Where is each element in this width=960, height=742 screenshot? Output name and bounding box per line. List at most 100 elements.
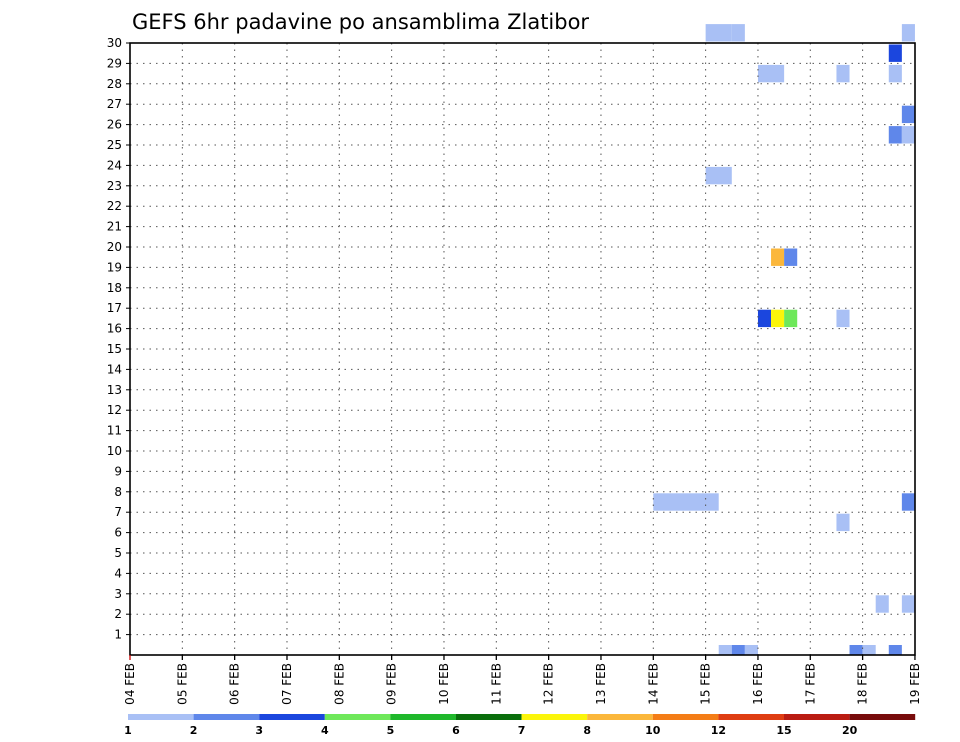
legend-label: 6: [452, 724, 460, 737]
legend-swatch: [193, 714, 260, 720]
x-tick-label: 13 FEB: [594, 663, 608, 705]
x-tick-label: 06 FEB: [228, 663, 242, 705]
legend-label: 1: [124, 724, 132, 737]
heatmap-cell: [901, 493, 915, 511]
y-tick-label: 6: [114, 526, 122, 540]
heatmap-cell: [731, 24, 745, 42]
grid-lines: [130, 42, 915, 655]
heatmap-cell: [731, 645, 745, 655]
x-tick-label: 16 FEB: [751, 663, 765, 705]
legend-label: 8: [583, 724, 591, 737]
y-tick-label: 25: [107, 138, 122, 152]
heatmap-cell: [875, 595, 889, 613]
heatmap-cell: [784, 309, 798, 328]
y-tick-label: 8: [114, 485, 122, 499]
legend-label: 5: [387, 724, 395, 737]
heatmap-cell: [836, 513, 850, 532]
heatmap-cell: [784, 248, 798, 266]
y-tick-label: 24: [107, 158, 122, 172]
legend-label: 7: [518, 724, 526, 737]
legend-swatch: [521, 714, 588, 720]
legend-swatch: [324, 714, 391, 720]
x-tick-label: 15 FEB: [699, 663, 713, 705]
heatmap-cell: [771, 309, 785, 328]
y-tick-label: 23: [107, 179, 122, 193]
legend-label: 2: [190, 724, 198, 737]
y-tick-label: 1: [114, 628, 122, 642]
heatmap-cell: [757, 309, 772, 328]
y-tick-label: 12: [107, 403, 122, 417]
y-tick-label: 18: [107, 281, 122, 295]
color-legend: 1 2 3 4 5 6 7 8 10 12 15 20: [124, 714, 916, 737]
x-tick-label: 09 FEB: [385, 663, 399, 705]
legend-label: 4: [321, 724, 329, 737]
heatmap-cell: [901, 595, 915, 613]
y-tick-label: 29: [107, 56, 122, 70]
legend-swatch: [849, 714, 916, 720]
heatmap-cell: [888, 64, 902, 83]
heatmap-cell: [757, 64, 785, 83]
heatmap-cell: [653, 493, 719, 511]
y-tick-label: 26: [107, 118, 122, 132]
y-tick-label: 9: [114, 464, 122, 478]
y-tick-label: 17: [107, 301, 122, 315]
heatmap-cell: [888, 126, 902, 144]
y-tick-label: 3: [114, 587, 122, 601]
heatmap-cell: [901, 24, 915, 42]
legend-swatch: [259, 714, 325, 720]
y-tick-label: 27: [107, 97, 122, 111]
legend-swatch: [652, 714, 719, 720]
y-tick-label: 13: [107, 383, 122, 397]
legend-swatch: [718, 714, 784, 720]
legend-swatch: [456, 714, 522, 720]
legend-label: 15: [776, 724, 791, 737]
heatmap-cell: [744, 645, 758, 655]
y-tick-label: 28: [107, 77, 122, 91]
y-tick-label: 21: [107, 220, 122, 234]
x-tick-label: 19 FEB: [908, 663, 922, 705]
x-tick-label: 08 FEB: [332, 663, 346, 705]
y-tick-label: 30: [107, 36, 122, 50]
legend-label: 20: [842, 724, 858, 737]
chart-title: GEFS 6hr padavine po ansamblima Zlatibor: [132, 10, 589, 34]
x-tick-label: 14 FEB: [646, 663, 660, 705]
y-tick-label: 5: [114, 546, 122, 560]
x-tick-label: 07 FEB: [280, 663, 294, 705]
y-tick-label: 2: [114, 607, 122, 621]
legend-swatch: [128, 714, 194, 720]
y-tick-label: 16: [107, 322, 122, 336]
legend-swatch: [587, 714, 653, 720]
y-tick-label: 10: [107, 444, 122, 458]
legend-swatch: [390, 714, 456, 720]
legend-label: 12: [711, 724, 726, 737]
y-tick-label: 14: [107, 362, 122, 376]
heatmap-cell: [836, 309, 850, 328]
y-tick-label: 4: [114, 566, 122, 580]
y-tick-label: 19: [107, 260, 122, 274]
heatmap-cell: [705, 166, 732, 185]
legend-label: 10: [645, 724, 661, 737]
x-tick-label: 12 FEB: [542, 663, 556, 705]
heatmap-cell: [888, 44, 902, 62]
y-axis: 1234567891011121314151617181920212223242…: [107, 36, 130, 642]
legend-swatch: [784, 714, 850, 720]
x-tick-label: 05 FEB: [175, 663, 189, 705]
y-tick-label: 20: [107, 240, 122, 254]
x-axis: 04 FEB 05 FEB 06 FEB 07 FEB 08 FEB 09 FEB 10 F…: [123, 655, 922, 705]
heatmap-cell: [901, 105, 915, 124]
y-tick-label: 7: [114, 505, 122, 519]
x-tick-label: 04 FEB: [123, 663, 137, 705]
heatmap-cell: [771, 248, 785, 266]
legend-label: 3: [255, 724, 263, 737]
heatmap-cell: [901, 126, 915, 144]
heatmap-cell: [888, 645, 902, 655]
heatmap-cell: [836, 64, 850, 83]
heatmap-cells: [653, 24, 915, 655]
x-tick-label: 11 FEB: [489, 663, 503, 705]
y-tick-label: 11: [107, 424, 122, 438]
x-tick-label: 17 FEB: [803, 663, 817, 705]
heatmap-cell: [862, 645, 876, 655]
y-tick-label: 15: [107, 342, 122, 356]
y-tick-label: 22: [107, 199, 122, 213]
